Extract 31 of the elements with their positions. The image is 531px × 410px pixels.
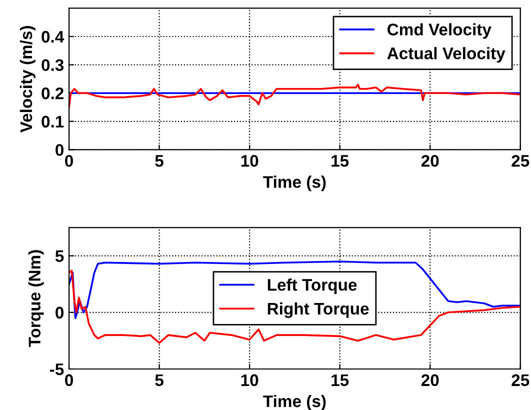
line-series (69, 260, 520, 319)
y-tick-label: 0.2 (42, 87, 64, 100)
x-tick-label: 0 (65, 374, 73, 386)
x-tick-label: 10 (241, 374, 258, 386)
y-tick-label: 0 (56, 306, 64, 319)
y-tick-label: 0.3 (42, 59, 64, 72)
x-tick-label: 15 (332, 155, 349, 167)
line-series (69, 84, 520, 108)
x-tick-label: 5 (155, 155, 164, 167)
x-tick-label: 10 (241, 154, 258, 167)
x-tick-label: 0 (65, 154, 73, 167)
line-series (69, 270, 520, 344)
y-axis-title: Torque (Nm) (28, 250, 44, 347)
legend-label: Left Torque (268, 278, 357, 294)
legend-label: Actual Velocity (387, 47, 506, 63)
x-tick-label: 25 (512, 154, 530, 167)
x-tick-label: 15 (332, 374, 349, 386)
x-axis-title: Time (s) (263, 394, 326, 410)
y-tick-label: -5 (50, 364, 64, 376)
x-axis-title: Time (s) (263, 176, 326, 192)
y-tick-label: 0 (56, 144, 64, 156)
x-tick-label: 20 (421, 374, 439, 386)
x-tick-label: 20 (421, 154, 439, 167)
x-tick-label: 25 (512, 374, 530, 386)
legend-label: Cmd Velocity (388, 23, 492, 39)
y-tick-label: 5 (55, 250, 64, 262)
y-axis-title: Velocity (m/s) (20, 26, 36, 133)
legend-label: Right Torque (268, 302, 369, 318)
y-tick-label: 0.4 (42, 30, 64, 43)
y-tick-label: 0.1 (42, 116, 64, 128)
x-tick-label: 5 (155, 374, 164, 386)
